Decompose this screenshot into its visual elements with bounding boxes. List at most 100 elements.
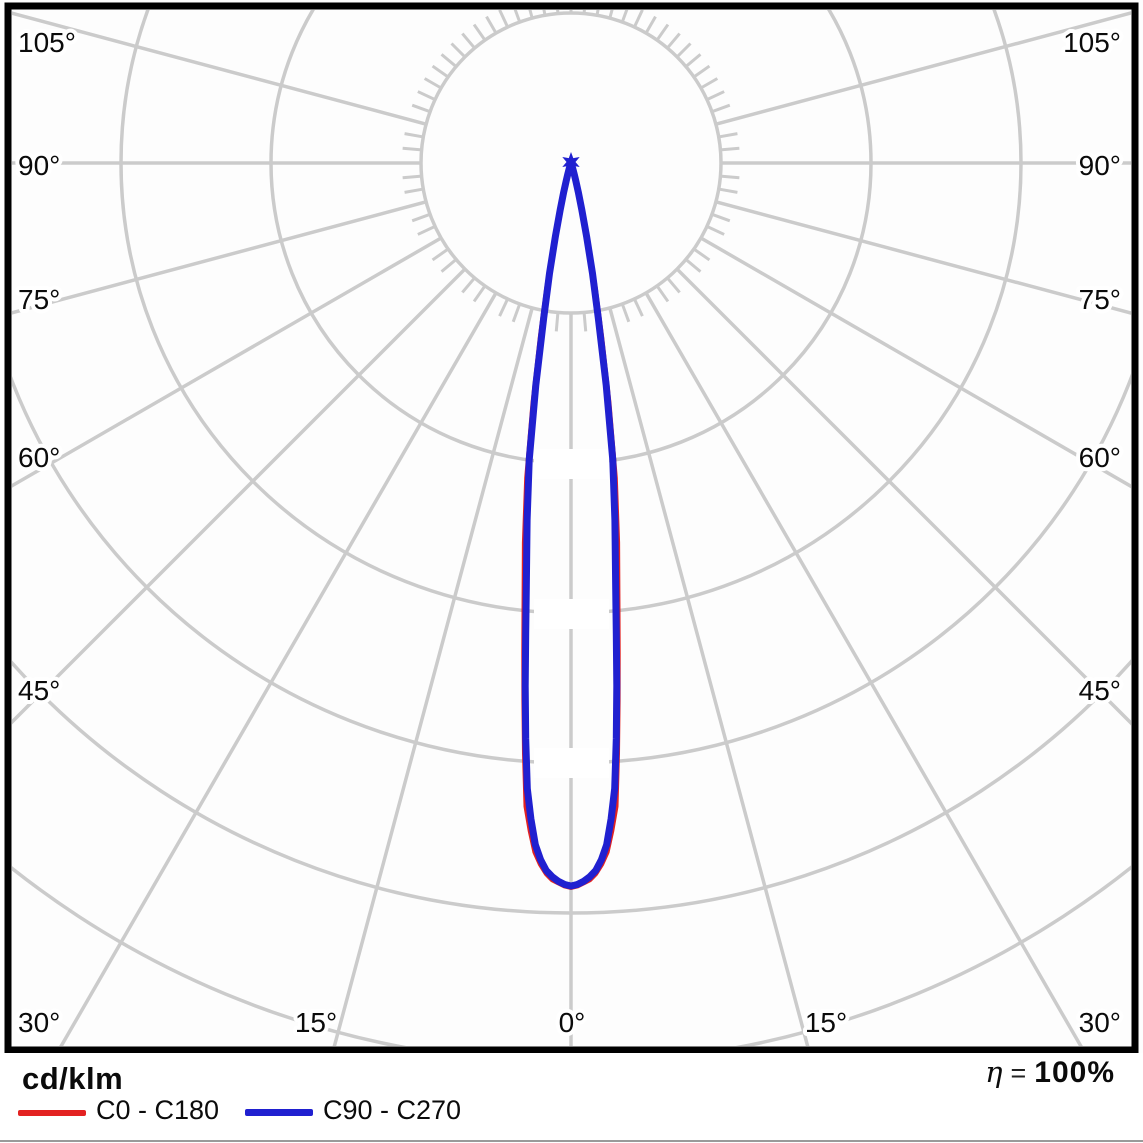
ring-label-gap xyxy=(534,449,609,479)
angle-tick xyxy=(706,90,725,101)
angle-tick xyxy=(644,15,657,34)
angle-tick xyxy=(693,64,711,79)
angle-tick xyxy=(684,258,702,273)
angle-tick xyxy=(718,187,738,194)
angle-line xyxy=(12,267,467,725)
angle-tick xyxy=(511,303,522,323)
angle-tick xyxy=(498,298,509,317)
angle-tick xyxy=(485,15,498,34)
angle-line xyxy=(12,236,442,488)
angle-tick xyxy=(431,64,449,79)
angle-tick xyxy=(655,285,670,303)
angle-tick xyxy=(633,10,644,28)
legend-entry-c0: C0 - C180 xyxy=(18,1095,219,1133)
angle-line xyxy=(608,307,810,1046)
plot-frame-border xyxy=(4,2,1139,1053)
eta-equals: = xyxy=(1010,1058,1027,1088)
angle-tick xyxy=(711,103,731,114)
angle-tick xyxy=(620,10,629,23)
angle-tick xyxy=(620,303,631,323)
angle-tick xyxy=(666,276,681,294)
c90-legend-label: C90 - C270 xyxy=(323,1095,462,1125)
angle-tick xyxy=(450,42,466,58)
angle-tick xyxy=(431,247,449,262)
angle-line xyxy=(12,11,427,126)
angle-tick xyxy=(582,10,586,14)
image-bottom-edge xyxy=(0,1140,1143,1142)
c90-line-swatch xyxy=(245,1109,313,1116)
angle-tick xyxy=(440,53,458,68)
angle-tick xyxy=(693,247,711,262)
angle-tick xyxy=(595,10,600,16)
ring-label-gap xyxy=(534,599,609,629)
angle-label-right: 45° xyxy=(1079,675,1121,706)
angle-tick xyxy=(556,10,560,14)
angle-label-bottom: 30° xyxy=(18,1007,60,1038)
angle-tick xyxy=(633,298,644,317)
angle-line xyxy=(12,200,427,315)
polar-grid xyxy=(12,10,1131,1046)
angle-label-left: 45° xyxy=(18,675,60,706)
angle-tick xyxy=(684,53,702,68)
angle-tick xyxy=(404,132,424,139)
angle-tick xyxy=(528,10,534,19)
angle-tick xyxy=(542,10,547,16)
angle-tick xyxy=(706,225,725,236)
polar-chart: 105° 90° 75° 60° 45° 105° 90° 75° 60° 45° 30° 15° 0°… xyxy=(4,2,1139,1053)
angle-tick xyxy=(655,23,670,41)
angle-tick xyxy=(676,42,692,58)
angle-tick xyxy=(461,32,476,50)
angle-tick xyxy=(402,146,422,152)
angle-tick xyxy=(423,77,442,90)
angle-tick xyxy=(411,103,431,114)
angle-label-left: 60° xyxy=(18,442,60,473)
angle-tick xyxy=(461,276,476,294)
angle-label-bottom: 30° xyxy=(1079,1007,1121,1038)
angle-tick xyxy=(440,258,458,273)
angle-tick xyxy=(404,187,424,194)
eta-value: 100% xyxy=(1034,1056,1115,1089)
angle-tick xyxy=(411,212,431,223)
eta-symbol: η xyxy=(985,1055,1003,1089)
angle-label-bottom: 15° xyxy=(295,1007,337,1038)
angle-tick xyxy=(700,77,719,90)
angle-tick xyxy=(513,10,522,23)
angle-tick xyxy=(582,312,588,332)
angle-tick xyxy=(498,10,509,28)
ring-label-gap xyxy=(534,748,609,778)
c0-legend-label: C0 - C180 xyxy=(96,1095,220,1125)
angle-tick xyxy=(608,10,614,19)
peak-marker-star xyxy=(562,152,580,172)
angle-tick xyxy=(417,225,436,236)
angle-line xyxy=(675,267,1131,726)
angle-tick xyxy=(554,312,560,332)
angle-tick xyxy=(402,174,422,180)
angle-tick xyxy=(718,132,738,139)
c90-c270-curve xyxy=(521,161,621,890)
angle-label-right: 60° xyxy=(1079,442,1121,473)
angle-tick xyxy=(711,212,731,223)
angle-label-right: 105° xyxy=(1063,27,1121,58)
angle-label-right: 90° xyxy=(1079,150,1121,181)
angle-label-right: 75° xyxy=(1079,284,1121,315)
angle-line xyxy=(715,11,1131,126)
angle-tick xyxy=(666,32,681,50)
angle-line xyxy=(715,200,1131,315)
legend-entry-c90: C90 - C270 xyxy=(245,1095,461,1133)
angle-label-left: 90° xyxy=(18,150,60,181)
efficiency-label: η = 100% xyxy=(985,1055,1115,1090)
c0-line-swatch xyxy=(18,1109,86,1116)
angle-label-bottom: 0° xyxy=(559,1007,586,1038)
angle-line xyxy=(59,292,498,1046)
angle-tick xyxy=(472,285,487,303)
polar-plot-area: 105° 90° 75° 60° 45° 105° 90° 75° 60° 45° 30° 15° 0°… xyxy=(4,2,1139,1053)
angle-line xyxy=(644,292,1083,1046)
angle-label-bottom: 15° xyxy=(805,1007,847,1038)
legend-bar: cd/klm C0 - C180 C90 - C270 η = 100% xyxy=(0,1053,1143,1143)
angle-line xyxy=(332,307,534,1046)
angle-line xyxy=(700,236,1131,489)
angle-tick xyxy=(472,23,487,41)
angle-tick xyxy=(720,174,740,180)
angle-tick xyxy=(720,146,740,152)
